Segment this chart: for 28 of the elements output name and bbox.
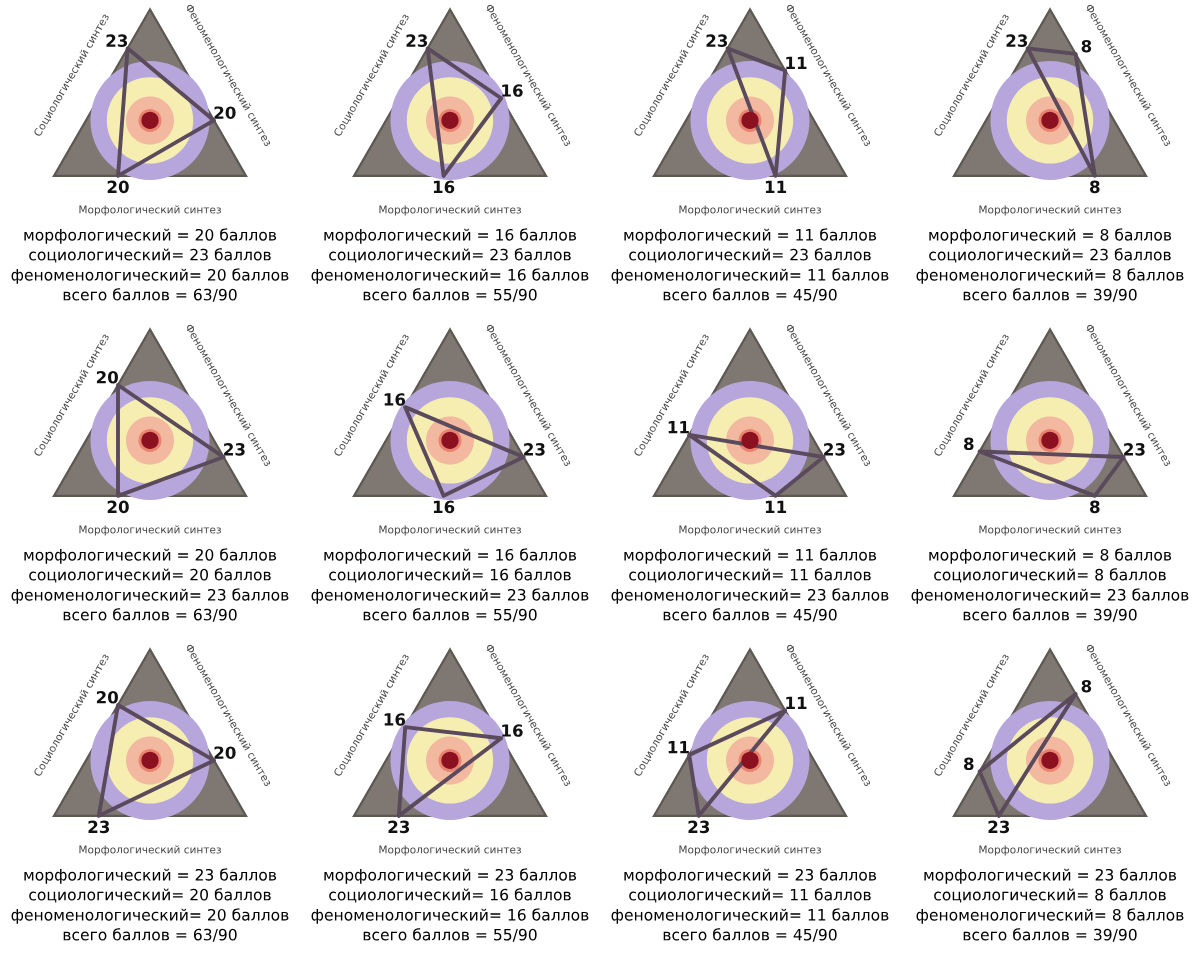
data-label: 16 — [433, 500, 455, 514]
data-label: 8 — [1090, 180, 1100, 194]
data-label: 20 — [96, 370, 118, 384]
data-label: 11 — [765, 180, 787, 193]
data-label: 23 — [706, 34, 728, 47]
data-label: 23 — [1124, 443, 1145, 456]
data-label: 8 — [1081, 39, 1092, 53]
data-label: 16 — [433, 180, 455, 194]
data-label: 16 — [384, 393, 406, 406]
data-label: 23 — [524, 443, 545, 456]
data-label: 20 — [214, 746, 236, 760]
data-label: 23 — [388, 820, 410, 834]
data-label: 23 — [688, 820, 710, 834]
data-label: 23 — [224, 443, 245, 456]
data-label: 20 — [107, 500, 129, 514]
data-label: 23 — [1006, 34, 1028, 47]
data-label: 20 — [96, 690, 118, 704]
data-label: 23 — [988, 820, 1010, 834]
data-label: 23 — [824, 443, 845, 456]
data-label: 8 — [1081, 679, 1092, 693]
data-label: 23 — [106, 34, 128, 47]
data-label: 16 — [384, 713, 406, 726]
data-label: 20 — [107, 180, 129, 194]
data-label: 20 — [214, 106, 236, 120]
data-label: 11 — [765, 500, 787, 513]
data-label: 8 — [1090, 500, 1100, 514]
data-label: 23 — [406, 34, 428, 47]
data-label: 23 — [88, 820, 110, 834]
